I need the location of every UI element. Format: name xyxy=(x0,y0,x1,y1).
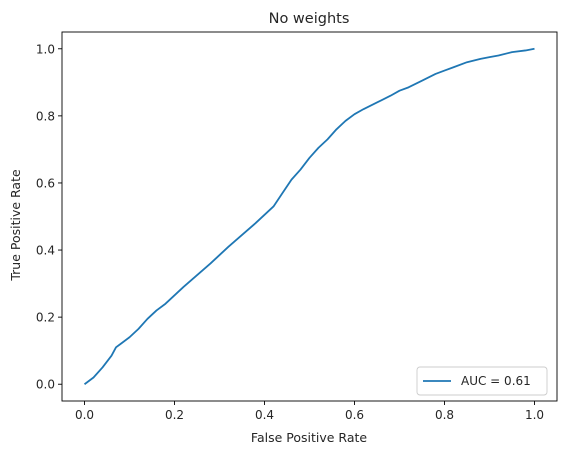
x-tick-label: 1.0 xyxy=(525,408,544,422)
legend: AUC = 0.61 xyxy=(416,366,548,396)
series-layer xyxy=(83,47,535,385)
roc-curve-line xyxy=(83,47,535,385)
x-axis: 0.0 0.2 0.4 0.6 0.8 1.0 xyxy=(75,401,544,422)
y-tick-label: 0.6 xyxy=(36,176,55,190)
y-axis-title: True Positive Rate xyxy=(8,169,23,282)
x-tick-label: 0.6 xyxy=(345,408,364,422)
x-tick-label: 0.0 xyxy=(75,408,94,422)
x-tick-label: 0.2 xyxy=(165,408,184,422)
x-tick-label: 0.8 xyxy=(435,408,454,422)
plot-area xyxy=(61,31,558,402)
y-tick-label: 0.4 xyxy=(36,244,55,258)
y-tick-label: 0.2 xyxy=(36,311,55,325)
chart-title: No weights xyxy=(269,11,350,27)
y-tick-label: 0.0 xyxy=(36,378,55,392)
legend-box xyxy=(416,366,548,396)
y-tick-label: 0.8 xyxy=(36,109,55,123)
plot-frame xyxy=(61,31,558,402)
y-axis: 0.0 0.2 0.4 0.6 0.8 1.0 xyxy=(36,42,62,392)
x-tick-label: 0.4 xyxy=(255,408,274,422)
legend-label: AUC = 0.61 xyxy=(461,374,531,388)
y-tick-label: 1.0 xyxy=(36,42,55,56)
x-axis-title: False Positive Rate xyxy=(251,430,367,445)
